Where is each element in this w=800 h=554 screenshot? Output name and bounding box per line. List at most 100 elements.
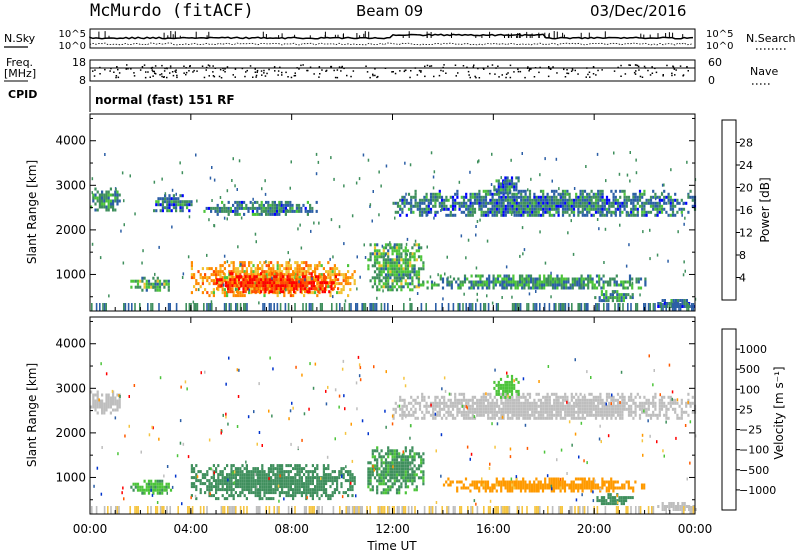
echo-cell	[564, 201, 567, 205]
echo-cell	[478, 407, 481, 411]
echo-cell	[454, 201, 457, 205]
echo-cell	[476, 413, 479, 417]
echo-cell	[331, 279, 334, 283]
echo-cell	[107, 196, 110, 200]
echo-cell	[229, 281, 232, 285]
echo-cell	[478, 207, 481, 211]
echo-cell	[283, 473, 286, 477]
echo-cell	[410, 413, 413, 417]
echo-cell	[248, 488, 251, 492]
echo-cell	[92, 393, 95, 397]
echo-cell	[522, 416, 525, 420]
echo-cell	[583, 201, 587, 205]
echo-cell	[689, 189, 692, 193]
echo-cell	[413, 479, 416, 483]
echo-cell	[575, 392, 578, 396]
echo-cell	[547, 283, 550, 287]
echo-cell	[531, 404, 534, 408]
echo-cell	[347, 473, 350, 477]
echo-cell	[282, 281, 285, 285]
echo-cell	[145, 285, 148, 289]
echo-cell	[373, 279, 377, 283]
echo-cell	[177, 200, 180, 204]
echo-cell	[597, 189, 600, 193]
echo-cell	[683, 222, 685, 226]
echo-cell	[278, 476, 281, 480]
echo-cell	[498, 416, 501, 420]
echo-cell	[678, 303, 680, 311]
echo-cell	[513, 213, 516, 217]
echo-cell	[677, 302, 680, 305]
echo-cell	[605, 290, 608, 294]
nave-point	[234, 76, 236, 78]
nave-point	[477, 67, 479, 70]
echo-cell	[382, 258, 385, 262]
echo-cell	[561, 398, 565, 402]
echo-cell	[682, 273, 685, 277]
echo-cell	[376, 473, 379, 477]
echo-cell	[127, 303, 130, 311]
echo-cell	[243, 206, 246, 210]
echo-cell	[157, 197, 160, 201]
echo-cell	[244, 275, 247, 279]
echo-cell	[409, 297, 411, 301]
echo-cell	[245, 497, 248, 501]
nave-point	[208, 65, 211, 67]
echo-cell	[445, 198, 448, 202]
nave-point	[294, 74, 297, 77]
echo-cell	[217, 273, 220, 277]
echo-cell	[601, 198, 604, 202]
echo-cell	[307, 479, 310, 483]
echo-cell	[492, 277, 495, 281]
echo-cell	[524, 407, 527, 411]
echo-cell	[309, 476, 312, 480]
echo-cell	[467, 413, 470, 417]
echo-cell	[550, 410, 554, 414]
echo-cell	[228, 303, 231, 311]
echo-cell	[406, 285, 410, 289]
nave-point	[482, 67, 484, 69]
echo-cell	[484, 204, 488, 208]
echo-cell	[373, 455, 377, 459]
echo-cell	[629, 295, 632, 299]
echo-cell	[216, 287, 219, 291]
echo-cell	[467, 210, 470, 214]
nave-point	[587, 73, 589, 76]
echo-cell	[278, 212, 281, 216]
echo-cell	[340, 288, 343, 292]
echo-cell	[526, 410, 529, 414]
echo-cell	[167, 303, 170, 311]
echo-cell	[378, 273, 381, 277]
echo-cell	[156, 491, 159, 495]
echo-cell	[601, 189, 604, 193]
echo-cell	[411, 455, 414, 459]
echo-cell	[105, 399, 108, 403]
echo-cell	[206, 488, 209, 492]
echo-cell	[132, 279, 135, 283]
echo-cell	[525, 274, 528, 278]
echo-cell	[407, 401, 411, 405]
echo-cell	[139, 485, 142, 489]
echo-cell	[380, 479, 383, 483]
echo-cell	[272, 482, 275, 486]
echo-cell	[329, 273, 332, 277]
echo-cell	[239, 273, 242, 277]
echo-cell	[227, 287, 230, 291]
echo-cell	[347, 276, 350, 280]
echo-cell	[524, 401, 527, 405]
echo-cell	[367, 482, 370, 486]
echo-cell	[406, 261, 410, 265]
echo-cell	[282, 209, 285, 213]
echo-cell	[153, 209, 156, 213]
echo-cell	[262, 287, 265, 291]
echo-cell	[315, 275, 318, 279]
echo-cell	[605, 299, 608, 303]
echo-cell	[244, 284, 247, 288]
echo-cell	[254, 491, 257, 495]
echo-cell	[649, 228, 651, 232]
echo-cell	[296, 488, 299, 492]
freq-panel	[89, 59, 696, 82]
echo-cell	[619, 210, 622, 214]
echo-cell	[131, 303, 133, 311]
echo-cell	[630, 210, 633, 214]
